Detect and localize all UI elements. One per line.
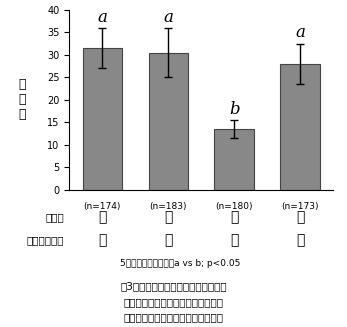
Text: ＋: ＋ [230,233,238,247]
Text: (n=173): (n=173) [281,202,319,211]
Text: ロテノン処理: ロテノン処理 [27,235,64,245]
Text: －: － [164,233,172,247]
Bar [83,48,122,190]
Text: (n=180): (n=180) [215,202,253,211]
Bar [214,129,254,190]
Text: ＋: ＋ [296,211,304,224]
Text: 卵胞液: 卵胞液 [45,213,64,222]
Text: ＋: ＋ [164,211,172,224]
Text: 加および成熟培養後のロテノン処理: 加および成熟培養後のロテノン処理 [124,297,223,307]
Text: a: a [163,9,173,26]
Text: 図3．体外成熟培地へのウシ卵胞液添: 図3．体外成熟培地へのウシ卵胞液添 [120,281,227,291]
Text: 5回反復による試験　a vs b; p<0.05: 5回反復による試験 a vs b; p<0.05 [120,259,240,268]
Y-axis label: 精
受
率: 精 受 率 [18,78,26,121]
Text: a: a [295,24,305,41]
Bar [280,64,320,190]
Text: －: － [98,233,107,247]
Text: (n=174): (n=174) [84,202,121,211]
Text: がウシ体外成熟卵子の受精率に及ぼ: がウシ体外成熟卵子の受精率に及ぼ [124,313,223,323]
Bar [149,53,188,190]
Text: －: － [230,211,238,224]
Text: －: － [98,211,107,224]
Text: (n=183): (n=183) [150,202,187,211]
Text: a: a [98,9,107,26]
Text: ＋: ＋ [296,233,304,247]
Text: b: b [229,101,239,118]
